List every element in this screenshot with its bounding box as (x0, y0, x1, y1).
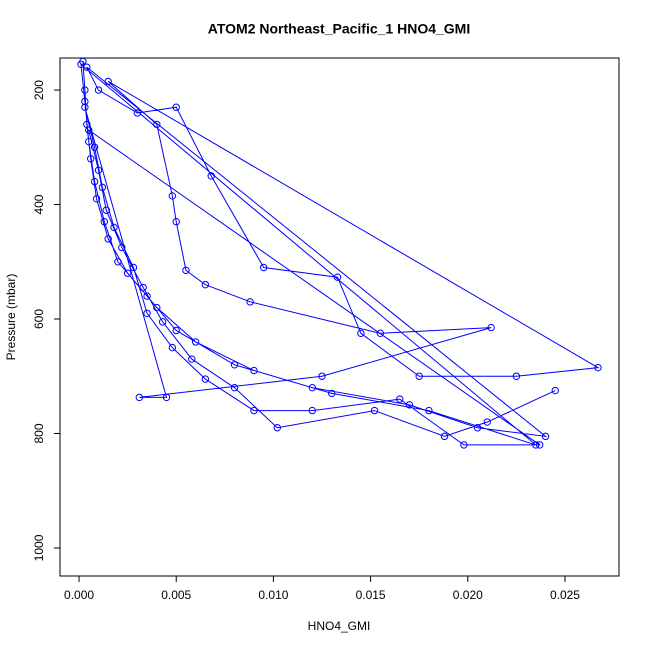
point (333, 273, 342, 281)
point (172, 326, 180, 335)
point (139, 283, 147, 292)
point (172, 217, 180, 226)
point (158, 318, 167, 326)
x-tick-label: 0.000 (64, 588, 94, 602)
point (328, 389, 336, 398)
point (143, 309, 151, 317)
point (460, 441, 468, 449)
y-tick-label: 200 (32, 80, 46, 100)
point (102, 206, 110, 214)
point (118, 243, 126, 252)
point (250, 366, 258, 375)
point (81, 103, 89, 111)
point (123, 269, 132, 277)
x-tick-label: 0.025 (550, 588, 580, 602)
point (129, 263, 138, 272)
point (168, 192, 177, 200)
point (532, 441, 540, 449)
point (182, 266, 190, 275)
plot-frame (59, 57, 620, 577)
point (87, 155, 95, 163)
point (512, 372, 521, 380)
point (153, 120, 161, 129)
point (188, 355, 196, 363)
point (201, 375, 210, 383)
y-tick-label: 600 (32, 309, 46, 329)
point (440, 432, 449, 441)
point (396, 395, 404, 403)
x-tick-label: 0.015 (356, 588, 386, 602)
point (100, 217, 109, 226)
point (104, 77, 112, 86)
point (415, 372, 423, 380)
point (318, 372, 326, 380)
point (98, 183, 107, 192)
y-tick-label: 1000 (32, 534, 46, 561)
point (81, 86, 89, 94)
point (405, 401, 414, 409)
chart-title: ATOM2 Northeast_Pacific_1 HNO4_GMI (208, 21, 470, 37)
point (357, 329, 365, 338)
point (250, 406, 258, 415)
point (85, 126, 93, 134)
point (110, 223, 118, 232)
point (90, 143, 99, 151)
point (162, 393, 171, 402)
x-axis-label: HNO4_GMI (308, 619, 371, 633)
point (259, 263, 268, 272)
x-tick-label: 0.005 (161, 588, 191, 602)
point (77, 60, 85, 68)
point (308, 383, 316, 392)
point (92, 195, 101, 203)
point (90, 177, 99, 186)
point (94, 166, 103, 174)
point (153, 303, 161, 312)
point (376, 329, 385, 338)
point (207, 172, 215, 180)
point (425, 406, 433, 415)
y-tick-label: 800 (32, 423, 46, 443)
series-line (80, 61, 600, 446)
point (230, 383, 239, 392)
point (370, 406, 379, 415)
point (535, 441, 544, 449)
point (94, 86, 103, 94)
point (594, 363, 602, 372)
x-tick-label: 0.010 (258, 588, 288, 602)
point (551, 386, 559, 395)
point (541, 432, 550, 441)
point (114, 258, 122, 266)
point (483, 418, 491, 426)
point (133, 109, 142, 117)
point (135, 393, 144, 402)
point (473, 424, 482, 432)
point (81, 97, 89, 106)
point (487, 323, 495, 332)
y-tick-label: 400 (32, 194, 46, 214)
point (83, 63, 91, 71)
point (273, 424, 282, 432)
point (168, 343, 177, 352)
point (201, 280, 210, 289)
point (191, 338, 200, 346)
x-tick-label: 0.020 (453, 588, 483, 602)
point (308, 406, 316, 415)
y-axis-label: Pressure (mbar) (4, 274, 18, 361)
point (172, 103, 180, 111)
point (143, 292, 151, 300)
point (246, 298, 254, 306)
point (230, 361, 239, 369)
point (85, 137, 93, 146)
point (104, 235, 112, 243)
